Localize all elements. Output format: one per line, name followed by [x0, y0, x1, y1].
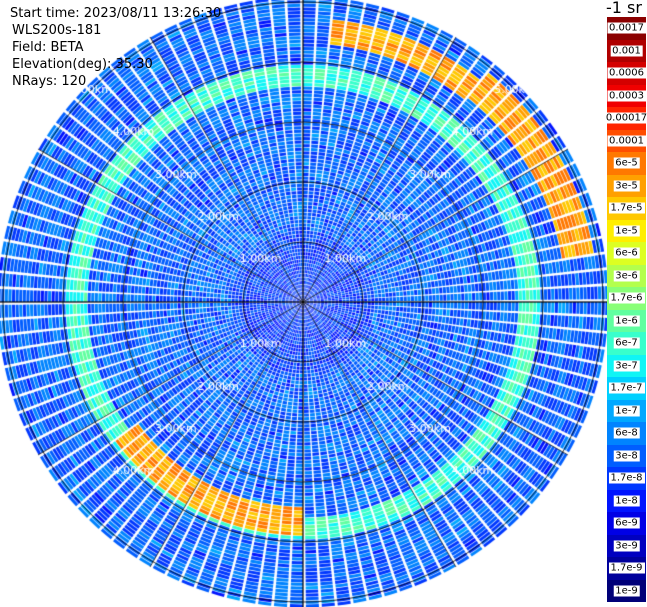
colorbar-segment: 6e-6	[607, 242, 646, 265]
colorbar-tick-label: 1.7e-8	[608, 472, 645, 484]
colorbar-tick-label: 6e-7	[613, 337, 640, 349]
colorbar-segment: 1.7e-8	[607, 467, 646, 490]
colorbar-segment: 3e-7	[607, 354, 646, 377]
colorbar-tick-label: 1e-5	[613, 225, 640, 237]
colorbar-tick-label: 0.001	[610, 45, 643, 57]
colorbar-tick-label: 0.0003	[607, 90, 646, 102]
colorbar-tick-label: 3e-8	[613, 450, 640, 462]
colorbar-tick-label: 1e-9	[613, 585, 640, 597]
colorbar-segment: 6e-5	[607, 152, 646, 175]
colorbar-segment: 3e-6	[607, 264, 646, 287]
colorbar-tick-label: 0.0017	[607, 22, 646, 34]
colorbar-segment: 3e-5	[607, 174, 646, 197]
colorbar-segment: 0.0017	[607, 17, 646, 40]
colorbar-tick-label: 1.7e-7	[608, 382, 645, 394]
colorbar-tick-label: 0.0001	[607, 135, 646, 147]
colorbar-tick-label: 3e-7	[613, 360, 640, 372]
colorbar-tick-label: 0.0006	[607, 67, 646, 79]
colorbar-tick-label: 1e-8	[613, 495, 640, 507]
colorbar-tick-label: 6e-9	[613, 517, 640, 529]
colorbar-segment: 0.001	[607, 39, 646, 62]
colorbar-segment: 0.0003	[607, 84, 646, 107]
colorbar-segment: 6e-9	[607, 512, 646, 535]
colorbar-tick-label: 3e-6	[613, 270, 640, 282]
colorbar-segment: 6e-7	[607, 332, 646, 355]
colorbar-segment: 0.0001	[607, 129, 646, 152]
colorbar-segment: 0.0006	[607, 62, 646, 85]
colorbar-tick-label: 1.7e-5	[608, 202, 645, 214]
colorbar-tick-label: 6e-5	[613, 157, 640, 169]
colorbar-segment: 6e-8	[607, 422, 646, 445]
colorbar-tick-label: 3e-5	[613, 180, 640, 192]
colorbar-tick-label: 1e-6	[613, 315, 640, 327]
colorbar-tick-label: 1.7e-6	[608, 292, 645, 304]
colorbar-segment: 1e-6	[607, 309, 646, 332]
colorbar-segment: 1e-7	[607, 399, 646, 422]
colorbar-segment: 3e-8	[607, 444, 646, 467]
colorbar-tick-label: 3e-9	[613, 540, 640, 552]
start-time-label: Start time: 2023/08/11 13:26:30	[10, 6, 222, 21]
colorbar-segment: 3e-9	[607, 534, 646, 557]
colorbar-segment: 1.7e-6	[607, 287, 646, 310]
elevation-label: Elevation(deg): 35.30	[12, 57, 153, 72]
colorbar: 0.0017 0.001 0.0006 0.0003 0.00017 0.0001 6e-5…	[603, 17, 647, 602]
colorbar-segment: 1.7e-5	[607, 197, 646, 220]
colorbar-segment: 1e-5	[607, 219, 646, 242]
colorbar-segment: 1e-8	[607, 489, 646, 512]
colorbar-segment: 1.7e-9	[607, 557, 646, 580]
colorbar-tick-label: 0.00017	[603, 112, 647, 124]
field-label: Field: BETA	[12, 40, 84, 55]
colorbar-segment: 0.00017	[603, 107, 647, 130]
colorbar-tick-label: 1.7e-9	[608, 562, 645, 574]
colorbar-unit-title: -1 sr	[606, 0, 642, 17]
colorbar-segment: 1e-9	[607, 579, 646, 602]
colorbar-segment: 1.7e-7	[607, 377, 646, 400]
colorbar-tick-label: 6e-6	[613, 247, 640, 259]
colorbar-tick-label: 6e-8	[613, 427, 640, 439]
nrays-label: NRays: 120	[12, 74, 87, 89]
colorbar-tick-label: 1e-7	[613, 405, 640, 417]
instrument-label: WLS200s-181	[12, 23, 102, 38]
